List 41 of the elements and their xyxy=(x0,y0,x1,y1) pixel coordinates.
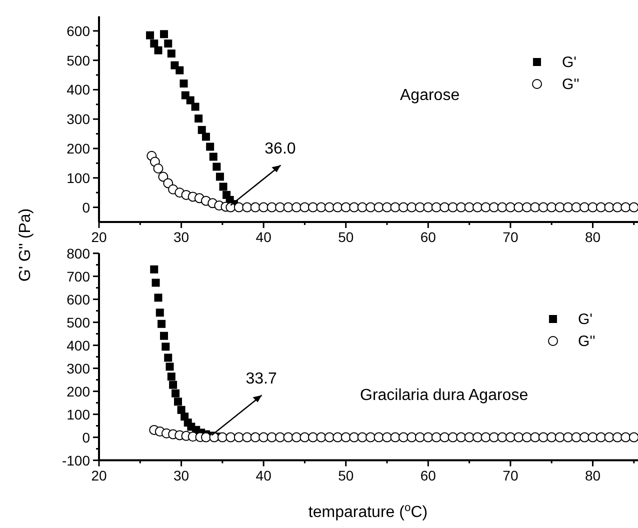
y-tick-label: 200 xyxy=(66,383,90,400)
x-tick-label: 80 xyxy=(584,467,601,484)
y-tick-label: 500 xyxy=(66,52,90,68)
x-tick-label: 50 xyxy=(338,229,354,245)
x-tick-label: 50 xyxy=(338,467,354,484)
x-tick-label: 60 xyxy=(420,467,436,484)
x-tick-label: 70 xyxy=(502,229,518,245)
x-tick-label: 20 xyxy=(91,467,107,484)
legend-label: G' xyxy=(578,311,593,328)
y-tick-label: -100 xyxy=(62,452,90,468)
y-tick-label: 0 xyxy=(82,199,90,216)
y-tick-label: 600 xyxy=(66,291,90,308)
x-tick-label: 70 xyxy=(502,467,518,484)
y-tick-label: 600 xyxy=(66,22,90,39)
y-tick-label: 800 xyxy=(66,245,90,262)
x-tick-label: 20 xyxy=(91,229,107,245)
legend-label: G'' xyxy=(562,76,580,93)
y-tick-label: 200 xyxy=(66,140,90,156)
y-tick-label: 100 xyxy=(66,170,90,186)
y-tick-label: 100 xyxy=(66,406,90,422)
x-tick-label: 40 xyxy=(256,229,272,245)
y-tick-label: 500 xyxy=(66,314,90,330)
x-tick-label: 30 xyxy=(174,467,190,484)
y-tick-label: 400 xyxy=(66,82,90,98)
y-tick-label: 700 xyxy=(66,268,90,284)
x-tick-label: 60 xyxy=(420,229,436,245)
y-tick-label: 300 xyxy=(66,111,90,128)
x-axis-title: temparature ($^{o}$C) xyxy=(308,502,428,521)
annotation: Gracilaria dura Agarose xyxy=(360,387,528,404)
x-tick-label: 30 xyxy=(174,229,190,245)
legend-label: G' xyxy=(562,54,577,71)
annotation: 33.7 xyxy=(246,370,277,388)
legend-label: G'' xyxy=(578,333,596,350)
annotation: Agarose xyxy=(400,87,460,104)
y-tick-label: 400 xyxy=(66,337,90,354)
y-tick-label: 300 xyxy=(66,360,90,376)
annotation: 36.0 xyxy=(264,140,296,158)
x-tick-label: 80 xyxy=(584,229,601,245)
y-axis-title: G' G'' (Pa) xyxy=(17,208,34,282)
y-tick-label: 0 xyxy=(82,429,90,446)
x-tick-label: 40 xyxy=(256,467,272,484)
